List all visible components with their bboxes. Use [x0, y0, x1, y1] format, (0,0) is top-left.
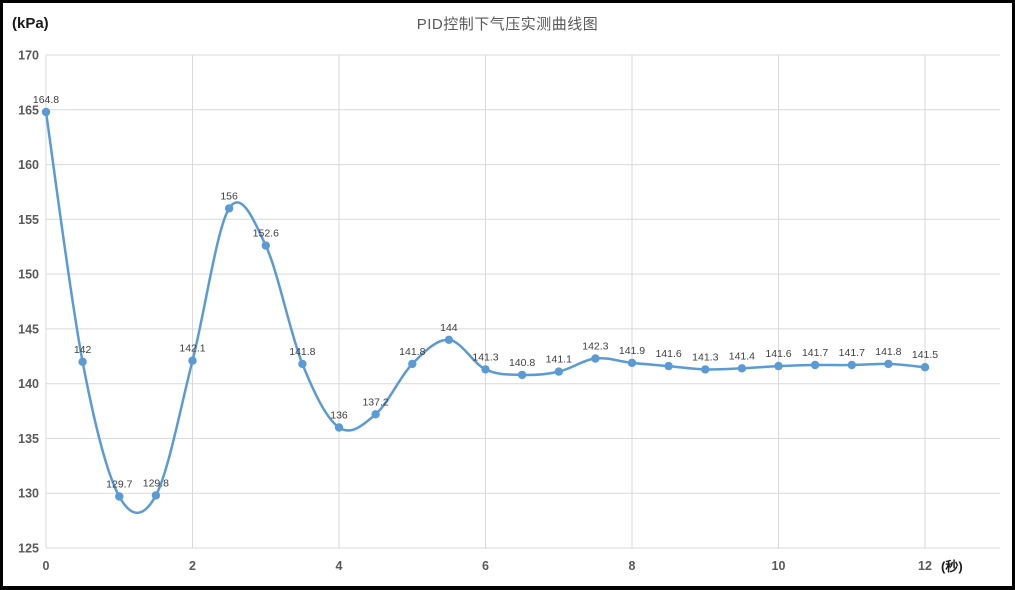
y-tick-label: 130 — [18, 487, 39, 501]
data-point-marker — [774, 361, 783, 371]
y-tick-label: 150 — [18, 268, 39, 282]
data-point-label: 142.1 — [179, 343, 205, 355]
data-point-label: 141.8 — [289, 346, 315, 358]
data-point-marker — [298, 359, 307, 369]
chart-title: PID控制下气压实测曲线图 — [416, 16, 599, 33]
data-point-label: 152.6 — [253, 228, 279, 240]
data-point-marker — [334, 423, 344, 432]
x-axis-tick-labels: 0 2 4 6 8 10 12 — [43, 559, 932, 573]
y-tick-label: 145 — [18, 322, 39, 336]
data-point-markers — [41, 107, 930, 501]
data-point-marker — [884, 359, 893, 369]
data-point-marker — [517, 370, 527, 380]
x-tick-label: 8 — [629, 559, 636, 573]
data-point-marker — [151, 491, 161, 500]
y-axis-unit-label: (kPa) — [12, 15, 49, 32]
data-point-label: 129.8 — [143, 477, 169, 489]
data-point-marker — [78, 357, 87, 366]
data-point-label: 142.3 — [582, 341, 608, 353]
data-point-label: 141.3 — [472, 351, 498, 363]
x-tick-label: 2 — [189, 559, 196, 573]
y-axis-tick-labels: 125 130 135 140 145 150 155 160 165 170 — [18, 49, 39, 556]
y-tick-label: 165 — [18, 103, 39, 117]
data-point-marker — [920, 363, 930, 372]
x-axis-unit-label: (秒) — [941, 559, 963, 574]
y-tick-label: 135 — [18, 432, 39, 446]
pressure-line-chart: 125 130 135 140 145 150 155 160 165 170 0 2 4 6 8 10 12 1… — [18, 49, 1000, 573]
data-point-label: 141.8 — [875, 346, 901, 358]
data-point-marker — [371, 410, 380, 419]
x-tick-label: 0 — [43, 559, 50, 573]
data-point-labels: 164.8 142 129.7 129.8 142.1 156 152.6 141.8 136 1… — [33, 94, 938, 491]
data-point-marker — [408, 359, 417, 369]
data-point-marker — [701, 365, 710, 374]
x-tick-label: 4 — [336, 559, 343, 573]
data-point-label: 164.8 — [33, 94, 59, 106]
gridlines — [45, 54, 1000, 549]
data-point-marker — [627, 358, 637, 368]
data-point-label: 141.3 — [692, 351, 718, 363]
data-point-marker — [41, 107, 51, 117]
data-point-label: 156 — [220, 190, 238, 202]
y-tick-label: 170 — [18, 49, 39, 63]
data-point-label: 140.8 — [509, 357, 535, 369]
y-tick-label: 155 — [18, 213, 39, 227]
y-tick-label: 125 — [18, 542, 39, 556]
data-point-marker — [847, 360, 856, 370]
data-point-label: 141.7 — [839, 347, 865, 359]
data-point-label: 141.6 — [655, 348, 681, 360]
x-tick-label: 12 — [918, 559, 932, 573]
x-tick-label: 6 — [482, 559, 489, 573]
data-point-marker — [261, 241, 270, 250]
data-point-label: 141.5 — [912, 349, 938, 361]
data-point-label: 129.7 — [106, 479, 132, 491]
data-point-marker — [115, 492, 124, 501]
data-point-marker — [188, 356, 197, 365]
y-tick-label: 140 — [18, 377, 39, 391]
y-tick-label: 160 — [18, 158, 39, 172]
data-point-label: 141.4 — [729, 350, 755, 362]
data-point-marker — [554, 367, 563, 376]
data-point-label: 141.7 — [802, 347, 828, 359]
data-point-marker — [591, 354, 600, 363]
data-point-marker — [737, 364, 747, 373]
data-point-label: 137.2 — [362, 396, 388, 408]
data-point-label: 141.8 — [399, 346, 425, 358]
data-point-label: 136 — [330, 410, 348, 422]
x-tick-label: 10 — [772, 559, 786, 573]
data-point-marker — [664, 361, 673, 371]
data-point-label: 141.6 — [765, 348, 791, 360]
data-point-label: 144 — [440, 322, 458, 334]
data-point-marker — [444, 335, 454, 344]
data-point-label: 141.9 — [619, 345, 645, 357]
data-point-label: 142 — [74, 344, 92, 356]
data-point-marker — [481, 365, 490, 374]
data-point-marker — [810, 360, 820, 370]
data-series-line — [44, 110, 927, 515]
data-point-label: 141.1 — [546, 354, 572, 366]
data-point-marker — [224, 204, 234, 213]
